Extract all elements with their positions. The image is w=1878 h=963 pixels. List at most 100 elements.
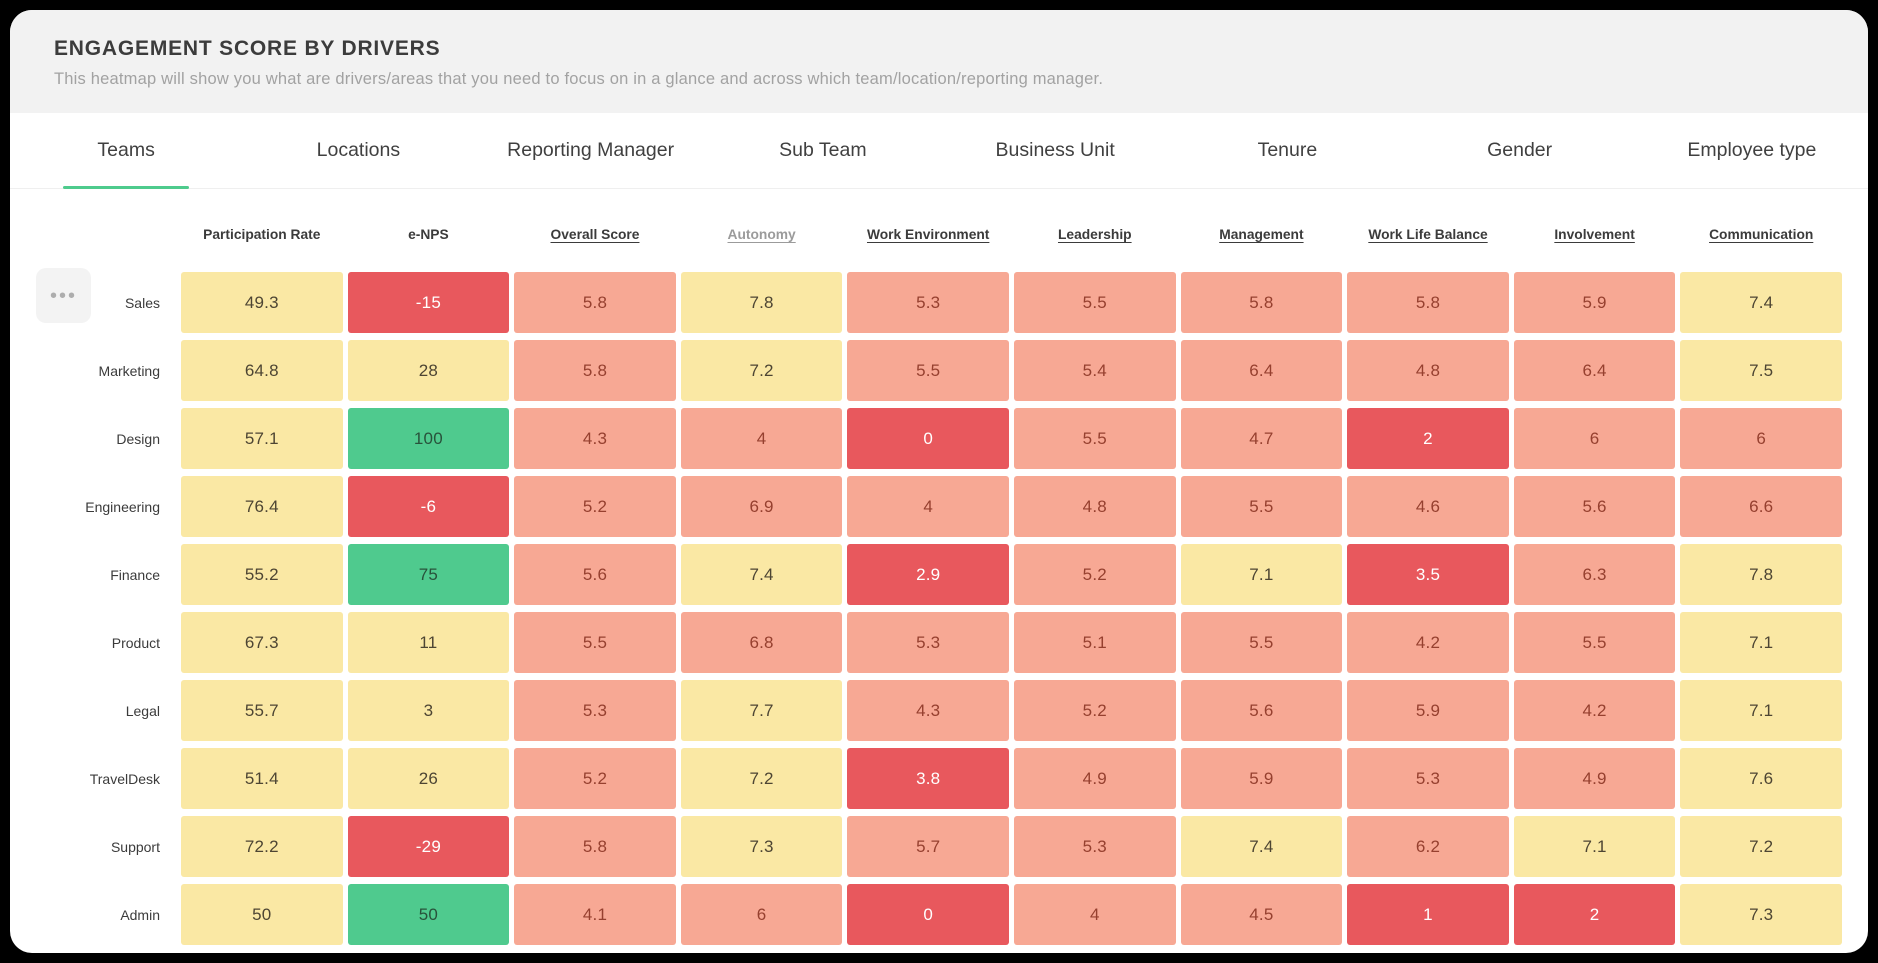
column-header-involvement[interactable]: Involvement — [1554, 226, 1635, 242]
heatmap-cell-sales-overall-score: 5.8 — [514, 272, 676, 333]
column-header-work-life-balance[interactable]: Work Life Balance — [1368, 226, 1488, 242]
tab-gender[interactable]: Gender — [1404, 113, 1636, 188]
table-row-legal: Legal 55.7 3 5.3 7.7 4.3 5.2 5.6 5.9 4.2 7.1 — [36, 680, 1842, 741]
heatmap-cell-design-work-life-balance: 2 — [1347, 408, 1509, 469]
heatmap-cell-admin-work-life-balance: 1 — [1347, 884, 1509, 945]
heatmap-cell-support-work-life-balance: 6.2 — [1347, 816, 1509, 877]
heatmap-cell-traveldesk-participation-rate: 51.4 — [181, 748, 343, 809]
heatmap-cell-admin-e-nps: 50 — [347, 884, 510, 945]
table-row-sales: Sales 49.3 -15 5.8 7.8 5.3 5.5 5.8 5.8 5.9 7.4 — [36, 272, 1842, 333]
heatmap-cell-engineering-management: 5.5 — [1180, 476, 1343, 537]
heatmap-cell-marketing-e-nps: 28 — [347, 340, 510, 401]
tab-employee-type[interactable]: Employee type — [1636, 113, 1868, 188]
heatmap-cell-product-e-nps: 11 — [347, 612, 510, 673]
heatmap-cell-marketing-participation-rate: 64.8 — [181, 340, 343, 401]
table-row-design: Design 57.1 100 4.3 4 0 5.5 4.7 2 6 6 — [36, 408, 1842, 469]
heatmap-cell-sales-autonomy: 7.8 — [680, 272, 843, 333]
row-label: Finance — [110, 566, 160, 583]
card-header: ENGAGEMENT SCORE BY DRIVERS This heatmap… — [10, 10, 1868, 113]
engagement-heatmap-card: ENGAGEMENT SCORE BY DRIVERS This heatmap… — [10, 10, 1868, 953]
heatmap-cell-legal-participation-rate: 55.7 — [181, 680, 343, 741]
heatmap-cell-sales-management: 5.8 — [1180, 272, 1343, 333]
row-label: Design — [116, 430, 160, 447]
heatmap-cell-sales-work-life-balance: 5.8 — [1347, 272, 1509, 333]
column-header-work-environment[interactable]: Work Environment — [866, 226, 990, 242]
tab-label: Reporting Manager — [507, 139, 675, 161]
row-label: Admin — [120, 906, 160, 923]
page-subtitle: This heatmap will show you what are driv… — [54, 70, 1104, 88]
heatmap-cell-support-overall-score: 5.8 — [514, 816, 676, 877]
heatmap-cell-design-work-environment: 0 — [847, 408, 1009, 469]
heatmap-cell-marketing-overall-score: 5.8 — [514, 340, 676, 401]
heatmap-table: ••• Participation Rate e-NPS Overall Score… — [10, 189, 1868, 945]
row-label: Product — [111, 634, 160, 651]
heatmap-cell-legal-communication: 7.1 — [1680, 680, 1842, 741]
heatmap-cell-finance-e-nps: 75 — [347, 544, 510, 605]
heatmap-cell-design-e-nps: 100 — [347, 408, 510, 469]
column-header-leadership[interactable]: Leadership — [1057, 226, 1132, 242]
heatmap-cell-legal-overall-score: 5.3 — [514, 680, 676, 741]
column-header-management[interactable]: Management — [1219, 226, 1304, 242]
tab-label: Sub Team — [779, 139, 867, 161]
column-header-autonomy[interactable]: Autonomy — [727, 226, 796, 242]
heatmap-cell-engineering-work-life-balance: 4.6 — [1347, 476, 1509, 537]
row-label: Support — [110, 838, 160, 855]
tab-reporting-manager[interactable]: Reporting Manager — [475, 113, 707, 188]
tab-sub-team[interactable]: Sub Team — [707, 113, 939, 188]
tab-tenure[interactable]: Tenure — [1171, 113, 1403, 188]
column-header-communication[interactable]: Communication — [1709, 226, 1814, 242]
heatmap-cell-product-autonomy: 6.8 — [680, 612, 843, 673]
tab-label: Business Unit — [995, 139, 1115, 161]
table-row-finance: Finance 55.2 75 5.6 7.4 2.9 5.2 7.1 3.5 6.3 7.8 — [36, 544, 1842, 605]
table-row-engineering: Engineering 76.4 -6 5.2 6.9 4 4.8 5.5 4.6 5.6 6.6 — [36, 476, 1842, 537]
heatmap-cell-legal-autonomy: 7.7 — [680, 680, 843, 741]
heatmap-cell-admin-management: 4.5 — [1180, 884, 1343, 945]
heatmap-cell-traveldesk-leadership: 4.9 — [1014, 748, 1176, 809]
row-label: Marketing — [98, 362, 160, 379]
heatmap-cell-marketing-work-environment: 5.5 — [847, 340, 1009, 401]
heatmap-cell-traveldesk-management: 5.9 — [1180, 748, 1343, 809]
heatmap-cell-sales-communication: 7.4 — [1680, 272, 1842, 333]
heatmap-cell-admin-participation-rate: 50 — [181, 884, 343, 945]
heatmap-cell-marketing-involvement: 6.4 — [1513, 340, 1676, 401]
heatmap-cell-design-autonomy: 4 — [680, 408, 843, 469]
tab-business-unit[interactable]: Business Unit — [939, 113, 1171, 188]
tab-bar: Teams Locations Reporting Manager Sub Team B… — [10, 113, 1868, 189]
ellipsis-icon: ••• — [49, 284, 77, 307]
heatmap-cell-engineering-autonomy: 6.9 — [680, 476, 843, 537]
heatmap-cell-support-involvement: 7.1 — [1513, 816, 1676, 877]
column-header-overall-score[interactable]: Overall Score — [550, 226, 640, 242]
heatmap-cell-design-involvement: 6 — [1513, 408, 1676, 469]
more-options-button[interactable]: ••• — [36, 268, 91, 323]
heatmap-cell-traveldesk-overall-score: 5.2 — [514, 748, 676, 809]
heatmap-cell-sales-e-nps: -15 — [347, 272, 510, 333]
heatmap-cell-finance-involvement: 6.3 — [1513, 544, 1676, 605]
column-header-e-nps: e-NPS — [408, 226, 449, 242]
heatmap-cell-product-involvement: 5.5 — [1513, 612, 1676, 673]
heatmap-cell-design-communication: 6 — [1680, 408, 1842, 469]
heatmap-cell-sales-leadership: 5.5 — [1014, 272, 1176, 333]
tab-locations[interactable]: Locations — [242, 113, 474, 188]
heatmap-cell-finance-work-life-balance: 3.5 — [1347, 544, 1509, 605]
tab-teams[interactable]: Teams — [10, 113, 242, 188]
heatmap-cell-sales-involvement: 5.9 — [1513, 272, 1676, 333]
heatmap-cell-marketing-communication: 7.5 — [1680, 340, 1842, 401]
heatmap-cell-finance-autonomy: 7.4 — [680, 544, 843, 605]
heatmap-cell-engineering-participation-rate: 76.4 — [181, 476, 343, 537]
heatmap-cell-admin-overall-score: 4.1 — [514, 884, 676, 945]
heatmap-cell-support-work-environment: 5.7 — [847, 816, 1009, 877]
heatmap-cell-design-management: 4.7 — [1180, 408, 1343, 469]
row-label: Sales — [124, 294, 160, 311]
row-label: Engineering — [85, 498, 160, 515]
heatmap-cell-admin-communication: 7.3 — [1680, 884, 1842, 945]
heatmap-cell-legal-e-nps: 3 — [347, 680, 510, 741]
heatmap-cell-legal-work-environment: 4.3 — [847, 680, 1009, 741]
heatmap-cell-marketing-work-life-balance: 4.8 — [1347, 340, 1509, 401]
table-row-traveldesk: TravelDesk 51.4 26 5.2 7.2 3.8 4.9 5.9 5.3 4.9 7.6 — [36, 748, 1842, 809]
heatmap-cell-legal-leadership: 5.2 — [1014, 680, 1176, 741]
heatmap-cell-traveldesk-autonomy: 7.2 — [680, 748, 843, 809]
table-row-admin: Admin 50 50 4.1 6 0 4 4.5 1 2 7.3 — [36, 884, 1842, 945]
heatmap-cell-product-work-environment: 5.3 — [847, 612, 1009, 673]
heatmap-cell-finance-management: 7.1 — [1180, 544, 1343, 605]
heatmap-cell-product-participation-rate: 67.3 — [181, 612, 343, 673]
